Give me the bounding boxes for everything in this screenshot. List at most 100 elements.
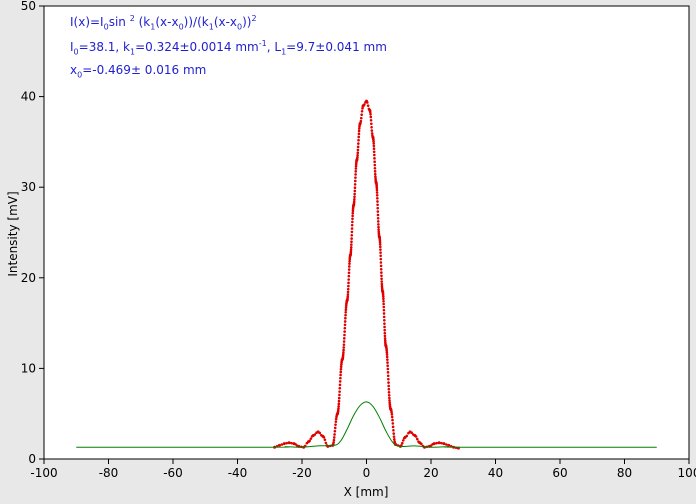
data-point [343, 326, 347, 330]
data-point [342, 337, 346, 340]
data-point [372, 142, 376, 145]
data-point [333, 426, 337, 430]
data-point [344, 316, 347, 320]
data-point [372, 140, 375, 143]
data-point [437, 441, 441, 445]
data-point [386, 364, 389, 368]
data-point [378, 240, 382, 244]
data-point [388, 401, 391, 405]
data-point [387, 384, 390, 388]
data-point [387, 381, 390, 384]
data-point [379, 254, 382, 258]
data-point [375, 186, 379, 190]
data-point [379, 251, 382, 254]
data-point [373, 170, 377, 173]
data-point [341, 353, 345, 356]
data-point [344, 313, 347, 317]
data-point [353, 195, 356, 199]
data-point [390, 410, 393, 414]
data-point [349, 248, 353, 251]
data-point [380, 282, 384, 286]
data-point [385, 348, 388, 352]
data-point [313, 433, 317, 436]
data-point [379, 245, 382, 249]
data-point [360, 109, 364, 113]
data-point [282, 442, 286, 446]
data-point [353, 179, 357, 183]
data-point [353, 197, 356, 201]
x-tick-label: -20 [292, 466, 312, 480]
data-point [353, 189, 357, 193]
data-point [376, 213, 380, 217]
data-point [380, 280, 384, 283]
data-point [338, 390, 341, 393]
data-point [343, 333, 346, 337]
x-tick-label: -80 [99, 466, 119, 480]
data-point [348, 265, 351, 268]
data-point [376, 220, 380, 223]
y-tick-label: 40 [21, 90, 36, 104]
data-point [344, 306, 348, 309]
x-tick-label: -100 [30, 466, 57, 480]
data-point [354, 164, 358, 168]
data-point [339, 376, 342, 380]
data-point [348, 262, 351, 265]
y-tick-label: 30 [21, 180, 36, 194]
data-point [285, 441, 288, 445]
data-point [349, 250, 353, 253]
data-point [386, 361, 389, 364]
data-point [343, 320, 347, 323]
data-point [375, 193, 379, 197]
data-point [405, 434, 409, 438]
data-point [373, 160, 376, 164]
data-point [390, 413, 394, 416]
data-point [354, 176, 357, 179]
fit-params: I0=38.1, k1=0.324±0.0014 mm-1, L1=9.7±0.… [70, 39, 387, 57]
data-point [356, 145, 360, 149]
data-point [369, 115, 373, 119]
data-point [376, 200, 379, 203]
data-point [346, 287, 350, 291]
data-point [372, 147, 376, 150]
data-point [442, 442, 446, 446]
data-point [347, 284, 350, 288]
data-point [392, 435, 396, 438]
data-point [309, 437, 313, 440]
data-point [375, 191, 379, 194]
data-point [337, 402, 341, 406]
x-tick-label: 80 [617, 466, 632, 480]
data-point [339, 367, 343, 371]
x-tick-label: 100 [678, 466, 696, 480]
data-point [382, 302, 385, 306]
data-point [361, 107, 364, 110]
data-point [379, 264, 383, 268]
data-point [373, 153, 376, 157]
data-point [373, 172, 377, 176]
data-point [308, 439, 311, 443]
data-point [357, 127, 361, 130]
data-point [363, 103, 366, 106]
data-point [346, 290, 350, 294]
data-point [383, 334, 387, 338]
fit-curve [76, 401, 657, 448]
fit-formula: I(x)=I0sin 2 (k1(x-x0))/(k1(x-x0))2 [70, 14, 257, 32]
data-point [375, 188, 379, 192]
data-point [337, 396, 341, 400]
data-point [356, 151, 360, 155]
data-point [343, 323, 347, 327]
data-point [370, 132, 374, 135]
data-point [385, 353, 389, 356]
data-point [382, 312, 386, 315]
data-point [350, 243, 353, 246]
data-point [382, 305, 386, 309]
data-point [342, 346, 346, 349]
data-point [373, 163, 377, 167]
data-point [339, 365, 343, 369]
data-point [357, 142, 360, 145]
data-point [440, 441, 443, 445]
data-point [357, 138, 360, 142]
data-point [376, 216, 380, 220]
data-point [388, 399, 391, 402]
data-point [357, 135, 361, 139]
